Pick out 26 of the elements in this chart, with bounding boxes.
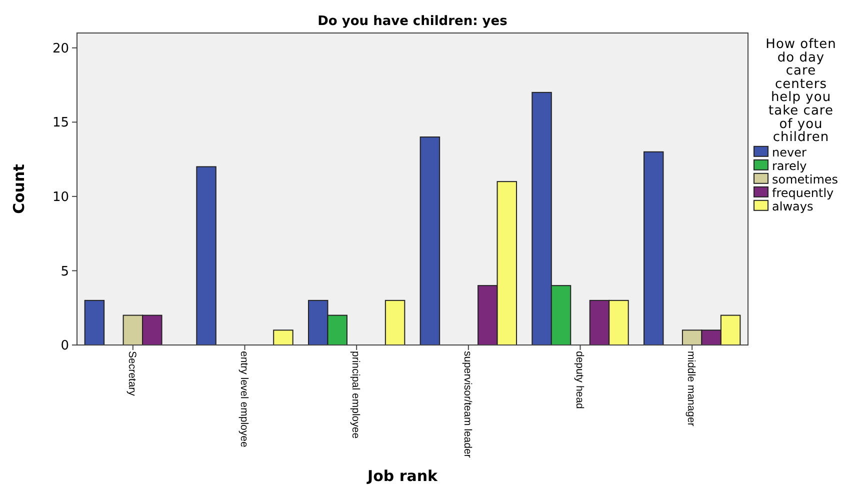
x-tick-label: deputy head	[573, 351, 586, 409]
legend-label: frequently	[772, 186, 834, 200]
bar	[420, 136, 440, 346]
y-axis-title: Count	[10, 164, 28, 214]
legend-label: rarely	[772, 158, 807, 173]
y-tick-label: 15	[52, 116, 69, 131]
y-tick-label: 0	[60, 338, 69, 354]
x-tick-label: principal employee	[350, 351, 362, 439]
x-tick-label: supervisor/team leader	[461, 351, 474, 458]
bar	[273, 330, 294, 346]
y-tick-label: 10	[52, 190, 69, 205]
bar	[84, 300, 105, 346]
legend-label: sometimes	[772, 172, 838, 186]
x-axis-title: Job rank	[366, 467, 439, 485]
legend-title: How often do day care centers help you take care of you children	[766, 37, 836, 146]
x-tick-label: entry level employee	[238, 351, 250, 448]
x-tick-label: Secretary	[126, 351, 138, 397]
bar	[196, 166, 216, 346]
x-tick-label: middle manager	[685, 351, 698, 427]
legend-label: always	[772, 199, 814, 214]
y-tick-label: 20	[52, 41, 69, 56]
y-tick-label: 5	[60, 264, 69, 280]
bar	[643, 151, 664, 346]
legend-label: never	[772, 145, 806, 160]
bar	[384, 300, 406, 346]
chart-title: Do you have children: yes	[318, 14, 508, 29]
